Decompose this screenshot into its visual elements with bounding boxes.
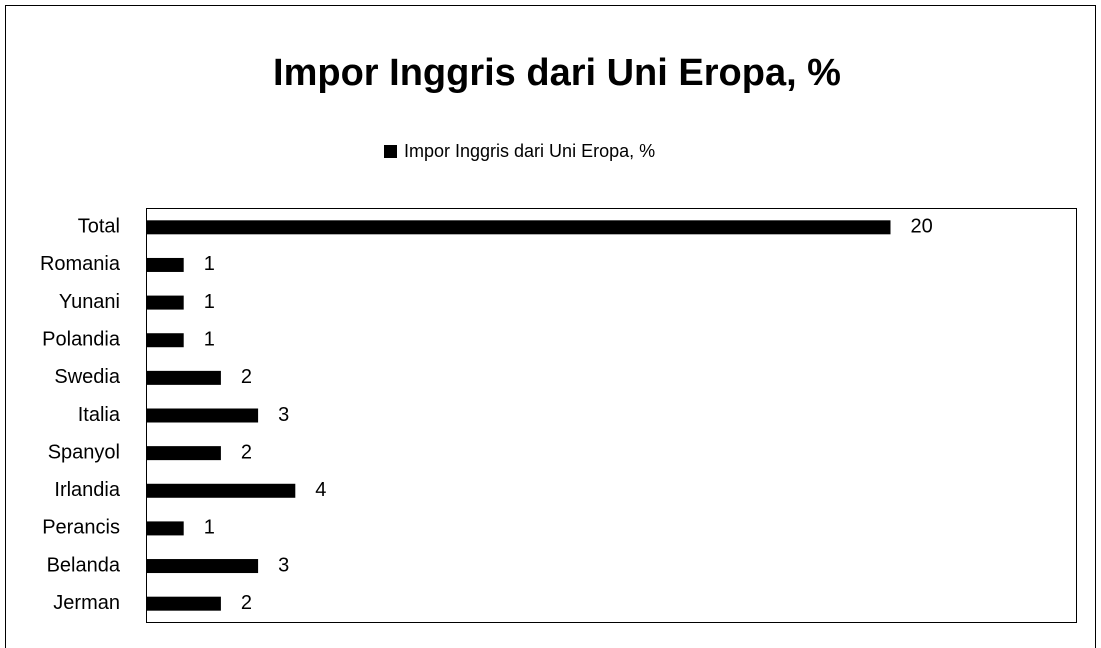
y-tick-label: Total <box>78 216 120 238</box>
legend-label: Impor Inggris dari Uni Eropa, % <box>404 141 655 161</box>
y-tick-label: Italia <box>78 404 121 426</box>
bar <box>146 446 221 461</box>
data-label: 2 <box>241 441 252 463</box>
bar <box>146 596 221 611</box>
y-tick-label: Irlandia <box>54 479 120 501</box>
data-label: 1 <box>204 291 215 313</box>
y-tick-label: Belanda <box>47 554 121 576</box>
data-label: 2 <box>241 366 252 388</box>
data-label: 3 <box>278 404 289 426</box>
chart-title: Impor Inggris dari Uni Eropa, % <box>273 52 841 94</box>
bar <box>146 408 259 423</box>
data-label: 3 <box>278 554 289 576</box>
y-tick-label: Jerman <box>53 592 120 614</box>
data-label: 1 <box>204 329 215 351</box>
y-tick-label: Polandia <box>42 329 121 351</box>
bar <box>146 559 259 574</box>
bar <box>146 370 221 385</box>
y-tick-label: Perancis <box>42 517 120 539</box>
data-label: 2 <box>241 592 252 614</box>
y-tick-label: Spanyol <box>48 441 120 463</box>
data-label: 1 <box>204 517 215 539</box>
bar <box>146 295 184 310</box>
bar <box>146 483 296 498</box>
bar <box>146 521 184 536</box>
bar <box>146 220 891 235</box>
chart-border <box>5 5 1096 648</box>
y-tick-label: Swedia <box>54 366 120 388</box>
data-label: 4 <box>315 479 326 501</box>
legend-swatch <box>384 145 397 158</box>
data-label: 1 <box>204 253 215 275</box>
bar <box>146 257 184 272</box>
data-label: 20 <box>911 216 933 238</box>
bar <box>146 333 184 348</box>
y-tick-label: Yunani <box>59 291 120 313</box>
y-tick-label: Romania <box>40 253 121 275</box>
